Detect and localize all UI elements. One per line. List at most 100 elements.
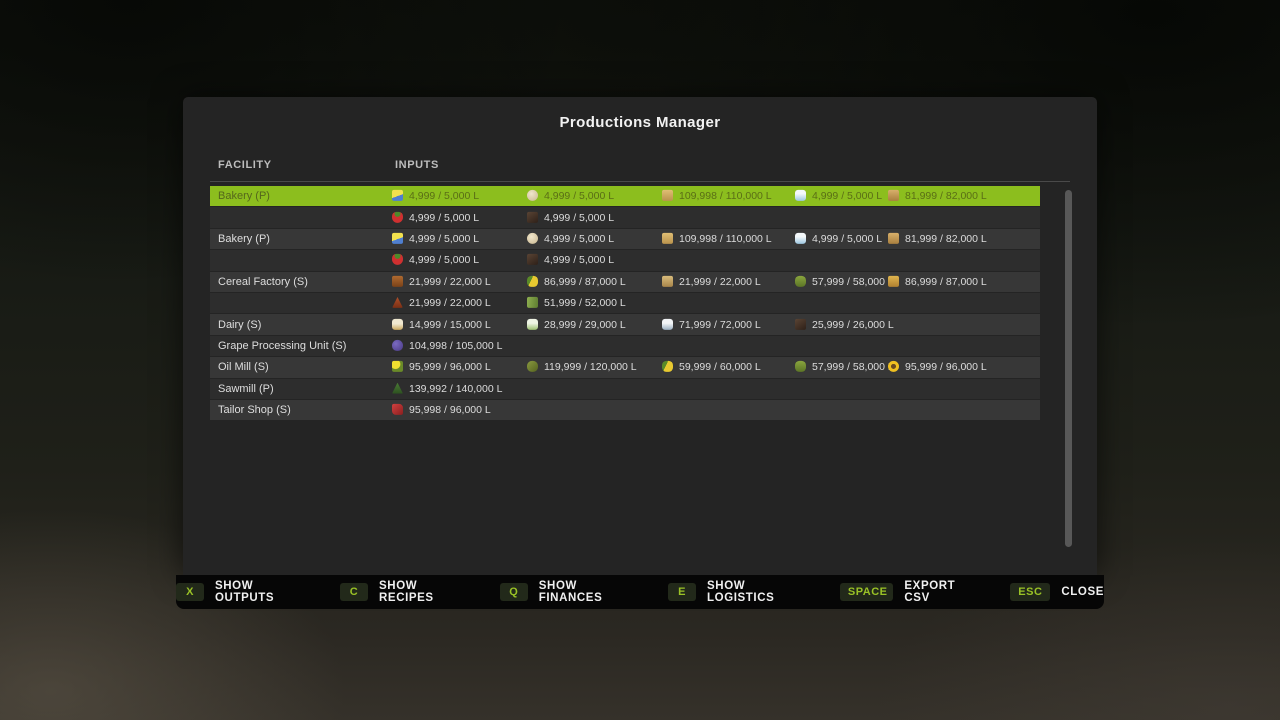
- input-cell: 86,999 / 87,000 L: [888, 275, 987, 288]
- facility-row-continuation[interactable]: 21,999 / 22,000 L 51,999 / 52,000 L: [210, 292, 1040, 314]
- input-cell: 95,998 / 96,000 L: [392, 403, 491, 417]
- fill-level-value: 4,999 / 5,000 L: [409, 254, 480, 267]
- facility-name: Cereal Factory (S): [218, 275, 308, 288]
- scrollbar-thumb[interactable]: [1065, 190, 1072, 547]
- input-cell: 95,999 / 96,000 L: [392, 361, 491, 373]
- input-cell: 57,999 / 58,000 L: [795, 275, 894, 288]
- facility-row-continuation[interactable]: 4,999 / 5,000 L 4,999 / 5,000 L: [210, 250, 1040, 271]
- shortcut-label: SHOW FINANCES: [538, 580, 603, 604]
- vertical-scrollbar[interactable]: [1065, 190, 1072, 547]
- facility-row[interactable]: Dairy (S) 14,999 / 15,000 L 28,999 / 29,00…: [210, 314, 1040, 335]
- fill-level-value: 81,999 / 82,000 L: [905, 190, 987, 203]
- sorghum-icon: [392, 297, 403, 309]
- facility-name: Bakery (P): [218, 232, 270, 245]
- sugar-icon: [888, 190, 899, 202]
- shortcut-show-recipes[interactable]: C SHOW RECIPES: [340, 580, 470, 604]
- fill-level-value: 95,998 / 96,000 L: [409, 404, 491, 417]
- facility-row[interactable]: Cereal Factory (S) 21,999 / 22,000 L 86,99…: [210, 271, 1040, 292]
- fill-level-value: 86,999 / 87,000 L: [905, 275, 987, 288]
- barley-icon: [392, 275, 403, 287]
- oats-icon: [662, 275, 673, 287]
- flour-icon: [662, 190, 673, 202]
- input-cell: 4,999 / 5,000 L: [392, 232, 479, 245]
- input-cell: 21,999 / 22,000 L: [662, 275, 761, 288]
- input-cell: 4,999 / 5,000 L: [527, 211, 614, 224]
- key-badge: ESC: [1010, 583, 1051, 601]
- key-badge: E: [668, 583, 697, 601]
- facility-row[interactable]: Oil Mill (S) 95,999 / 96,000 L 119,999 / 1…: [210, 357, 1040, 378]
- input-cell: 4,999 / 5,000 L: [527, 254, 614, 266]
- fill-level-value: 139,992 / 140,000 L: [409, 382, 503, 395]
- shortcut-label: SHOW OUTPUTS: [215, 580, 275, 604]
- shortcut-label: SHOW RECIPES: [379, 580, 434, 604]
- facility-name: Grape Processing Unit (S): [218, 339, 347, 352]
- key-badge: C: [340, 583, 369, 601]
- fabric-icon: [392, 403, 403, 415]
- fill-level-value: 57,999 / 58,000 L: [812, 361, 894, 374]
- facility-name: Sawmill (P): [218, 382, 274, 395]
- fill-level-value: 57,999 / 58,000 L: [812, 275, 894, 288]
- egg-icon: [527, 190, 538, 202]
- facility-name: Tailor Shop (S): [218, 404, 291, 417]
- facility-row[interactable]: Tailor Shop (S) 95,998 / 96,000 L: [210, 399, 1040, 421]
- facility-name: Bakery (P): [218, 190, 270, 203]
- canola-icon: [392, 361, 403, 373]
- shortcut-export-csv[interactable]: SPACE EXPORT CSV: [839, 580, 980, 604]
- facility-row[interactable]: Bakery (P) 4,999 / 5,000 L 4,999 / 5,000 L…: [210, 186, 1040, 207]
- fill-level-value: 71,999 / 72,000 L: [679, 318, 761, 331]
- shortcut-show-logistics[interactable]: E SHOW LOGISTICS: [668, 580, 810, 604]
- soybean-icon: [795, 361, 806, 373]
- input-cell: 14,999 / 15,000 L: [392, 318, 491, 331]
- strawberry-icon: [392, 254, 403, 266]
- input-cell: 28,999 / 29,000 L: [527, 318, 626, 331]
- facility-row[interactable]: Grape Processing Unit (S) 104,998 / 105,0…: [210, 335, 1040, 357]
- milk-icon: [795, 190, 806, 202]
- fill-level-value: 95,999 / 96,000 L: [409, 361, 491, 374]
- shortcut-show-outputs[interactable]: X SHOW OUTPUTS: [176, 580, 310, 604]
- productions-manager-panel: Productions Manager FACILITY INPUTS Bake…: [183, 97, 1097, 575]
- facility-row[interactable]: Sawmill (P) 139,992 / 140,000 L: [210, 378, 1040, 399]
- input-cell: 4,999 / 5,000 L: [795, 232, 883, 246]
- strawberry-icon: [392, 211, 403, 223]
- grapes-icon: [392, 339, 403, 351]
- fill-level-value: 4,999 / 5,000 L: [544, 254, 615, 267]
- facility-table: Bakery (P) 4,999 / 5,000 L 4,999 / 5,000 L…: [210, 186, 1040, 421]
- key-badge: Q: [499, 583, 528, 601]
- shortcut-show-finances[interactable]: Q SHOW FINANCES: [499, 580, 638, 604]
- facility-row[interactable]: Bakery (P) 4,999 / 5,000 L 4,999 / 5,000 L…: [210, 228, 1040, 250]
- facility-row-continuation[interactable]: 4,999 / 5,000 L 4,999 / 5,000 L: [210, 207, 1040, 228]
- fill-level-value: 14,999 / 15,000 L: [409, 318, 491, 331]
- fill-level-value: 4,999 / 5,000 L: [812, 233, 883, 246]
- column-header-inputs: INPUTS: [395, 159, 439, 171]
- column-header-facility: FACILITY: [218, 159, 272, 171]
- fill-level-value: 109,998 / 110,000 L: [679, 233, 772, 246]
- input-cell: 59,999 / 60,000 L: [662, 361, 761, 373]
- fill-level-value: 4,999 / 5,000 L: [544, 233, 615, 246]
- input-cell: 57,999 / 58,000 L: [795, 361, 894, 373]
- table-header: FACILITY INPUTS: [183, 159, 1097, 179]
- input-cell: 86,999 / 87,000 L: [527, 275, 626, 288]
- fill-level-value: 21,999 / 22,000 L: [409, 275, 491, 288]
- input-cell: 139,992 / 140,000 L: [392, 382, 503, 395]
- header-divider: [210, 181, 1070, 182]
- fill-level-value: 95,999 / 96,000 L: [905, 361, 987, 374]
- fill-level-value: 4,999 / 5,000 L: [409, 190, 480, 203]
- input-cell: 81,999 / 82,000 L: [888, 190, 987, 202]
- fill-level-value: 25,999 / 26,000 L: [812, 318, 894, 331]
- flour-icon: [662, 232, 673, 244]
- goat-milk-icon: [527, 318, 538, 330]
- butter-icon: [392, 190, 403, 202]
- input-cell: 104,998 / 105,000 L: [392, 339, 502, 352]
- input-cell: 119,999 / 120,000 L: [527, 361, 637, 373]
- facility-name: Oil Mill (S): [218, 361, 269, 374]
- fill-level-value: 51,999 / 52,000 L: [544, 297, 626, 310]
- fill-level-value: 86,999 / 87,000 L: [544, 275, 626, 288]
- soybean-icon: [795, 275, 806, 287]
- milk-jug-icon: [392, 318, 403, 330]
- input-cell: 4,999 / 5,000 L: [392, 190, 479, 202]
- fill-level-value: 109,998 / 110,000 L: [679, 190, 772, 203]
- key-badge: SPACE: [839, 583, 894, 601]
- shortcut-close[interactable]: ESC CLOSE: [1010, 583, 1104, 601]
- corn-icon: [662, 361, 673, 373]
